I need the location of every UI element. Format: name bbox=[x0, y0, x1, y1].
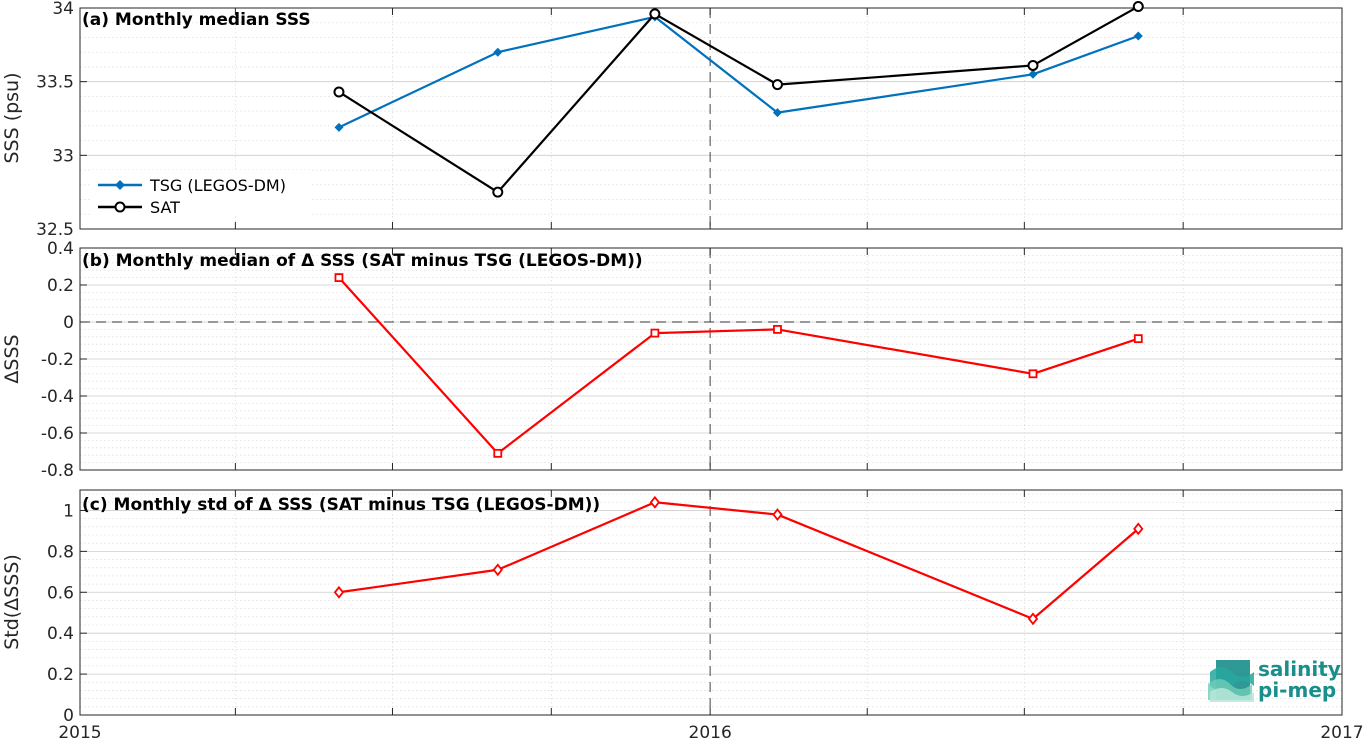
data-point bbox=[1133, 31, 1143, 41]
legend-sat-marker bbox=[114, 201, 126, 213]
y-tick-label: 0 bbox=[63, 706, 74, 726]
panel-b-title: (b) Monthly median of Δ SSS (SAT minus T… bbox=[82, 251, 643, 271]
y-tick-label: 32.5 bbox=[36, 220, 74, 240]
panel-a-title: (a) Monthly median SSS bbox=[82, 10, 311, 30]
data-point bbox=[773, 324, 782, 334]
y-tick-label: 0.2 bbox=[47, 665, 74, 685]
y-tick-label: 33.5 bbox=[36, 73, 74, 93]
data-point bbox=[333, 86, 345, 98]
data-point bbox=[493, 448, 503, 458]
x-tick-label: 2015 bbox=[58, 723, 101, 743]
data-point bbox=[333, 585, 345, 599]
legend-tsg-label: TSG (LEGOS-DM) bbox=[149, 176, 286, 195]
y-tick-label: 0.4 bbox=[47, 239, 74, 259]
data-point bbox=[1027, 612, 1039, 626]
data-point bbox=[493, 47, 503, 57]
legend: TSG (LEGOS-DM) SAT bbox=[90, 170, 310, 217]
data-point bbox=[771, 79, 783, 91]
series-line bbox=[338, 15, 1139, 129]
y-tick-label: 33 bbox=[52, 146, 74, 166]
series-line bbox=[338, 276, 1139, 455]
axes-box bbox=[79, 7, 1343, 230]
data-point bbox=[649, 8, 661, 20]
legend-sat-label: SAT bbox=[150, 198, 180, 217]
logo-line1: salinity bbox=[1258, 657, 1341, 681]
data-point bbox=[1133, 522, 1144, 536]
data-point bbox=[1028, 69, 1038, 79]
x-tick-label: 2016 bbox=[689, 723, 732, 743]
salinity-pi-mep-logo: salinity pi-mep bbox=[1208, 657, 1341, 702]
axes-box bbox=[79, 489, 1343, 716]
data-point bbox=[334, 122, 344, 132]
series-layer bbox=[333, 1, 1144, 626]
data-point bbox=[1027, 59, 1039, 71]
data-point bbox=[772, 508, 783, 521]
y-tick-label: 0.6 bbox=[47, 583, 74, 603]
grid-layer bbox=[80, 7, 1342, 716]
x-tick-label: 2017 bbox=[1320, 723, 1363, 743]
data-point bbox=[1132, 1, 1144, 13]
panel-b-ylabel: ΔSSS bbox=[1, 334, 23, 383]
y-tick-label: 1 bbox=[63, 501, 74, 521]
data-point bbox=[1028, 369, 1038, 379]
data-point bbox=[772, 108, 782, 118]
panel-a-ylabel: SSS (psu) bbox=[1, 72, 23, 163]
panel-c-ylabel: Std(ΔSSS) bbox=[1, 554, 23, 650]
y-tick-label: -0.6 bbox=[41, 424, 74, 444]
data-point bbox=[650, 328, 660, 338]
y-tick-label: 34 bbox=[52, 0, 74, 19]
y-tick-label: 0.4 bbox=[47, 624, 74, 644]
y-tick-label: 0.8 bbox=[47, 542, 74, 562]
axes-frames bbox=[79, 7, 1343, 716]
data-point bbox=[492, 563, 503, 577]
series-line bbox=[338, 5, 1139, 194]
wave-stack-icon bbox=[1208, 660, 1254, 702]
data-point bbox=[649, 495, 661, 509]
logo-line2: pi-mep bbox=[1258, 678, 1336, 702]
legend-tsg-marker bbox=[115, 180, 125, 190]
y-tick-label: -0.8 bbox=[41, 461, 74, 481]
series-line bbox=[338, 501, 1139, 620]
data-point bbox=[1133, 334, 1143, 344]
data-point bbox=[334, 273, 344, 283]
legend-box bbox=[90, 170, 310, 216]
y-tick-label: 0.2 bbox=[47, 276, 74, 296]
y-tick-label: 0 bbox=[63, 313, 74, 333]
data-point bbox=[492, 186, 504, 198]
y-tick-label: -0.2 bbox=[41, 350, 74, 370]
panel-c-title: (c) Monthly std of Δ SSS (SAT minus TSG … bbox=[82, 495, 600, 515]
y-tick-label: -0.4 bbox=[41, 387, 74, 407]
